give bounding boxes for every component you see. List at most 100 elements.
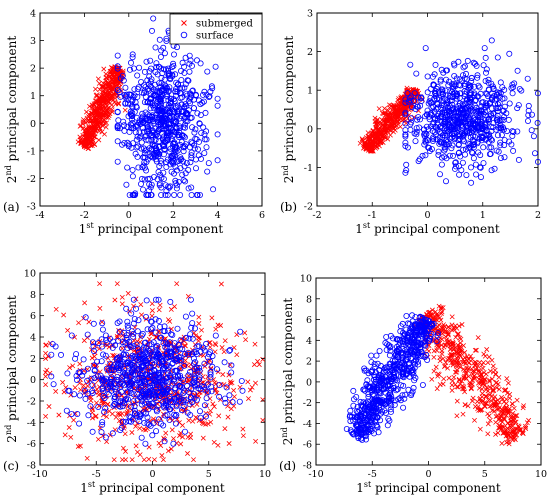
point-surface [494,132,501,139]
point-submerged [119,301,125,307]
point-submerged [440,356,446,362]
point-surface [189,310,196,317]
point-submerged [451,374,457,380]
point-submerged [102,91,108,97]
point-submerged [60,379,66,385]
point-submerged [78,140,84,146]
point-surface [373,352,380,359]
y-axis-label: 2nd principal component [4,36,19,184]
point-submerged [174,281,180,287]
point-submerged [95,76,101,82]
point-surface [530,133,537,140]
point-submerged [88,124,94,130]
point-submerged [207,411,213,417]
point-surface [174,325,181,332]
point-submerged [113,101,119,107]
point-surface [201,150,208,157]
point-surface [120,118,127,125]
point-submerged [489,357,495,363]
point-submerged [486,354,492,360]
point-submerged [116,100,121,106]
point-submerged [119,294,125,300]
point-submerged [440,381,446,387]
point-surface [419,381,426,388]
point-submerged [53,306,59,312]
point-submerged [76,320,82,326]
point-submerged [89,355,95,361]
point-surface [214,157,221,164]
y-tick-label: 4 [30,9,36,20]
point-submerged [449,314,455,320]
point-submerged [226,441,232,446]
point-submerged [114,281,120,287]
y-tick-label: 6 [30,311,36,322]
x-tick-label: -5 [92,469,101,480]
point-submerged [66,425,72,430]
point-surface [145,421,152,428]
data-points [75,15,221,198]
point-submerged [199,327,204,333]
point-submerged [158,443,164,449]
point-surface [63,407,70,414]
point-submerged [458,336,464,342]
point-surface [407,61,414,68]
point-surface [407,126,414,133]
point-surface [170,440,177,447]
point-surface [187,296,194,303]
point-submerged [104,120,109,126]
point-surface [497,154,504,161]
point-submerged [90,126,96,132]
point-submerged [429,376,435,382]
point-submerged [97,126,103,132]
point-submerged [93,86,98,92]
point-surface [470,59,477,66]
point-submerged [240,433,246,439]
point-submerged [194,401,200,407]
point-surface [199,91,206,98]
point-surface [482,54,489,61]
point-surface [122,84,129,91]
point-surface [203,144,210,151]
point-submerged [231,394,237,400]
point-surface [71,391,78,398]
point-submerged [185,293,191,299]
point-submerged [149,308,155,314]
point-surface [189,335,196,342]
point-submerged [113,66,119,72]
point-submerged [113,71,119,77]
point-submerged [84,118,90,124]
point-surface [514,67,521,74]
point-submerged [208,419,214,425]
point-submerged [103,71,109,77]
point-submerged [43,413,49,419]
point-surface [123,181,130,188]
point-surface [410,384,417,391]
point-submerged [109,84,115,90]
y-tick-label: -3 [27,202,36,213]
point-surface [524,75,531,82]
point-submerged [101,66,107,72]
point-surface [511,80,518,87]
point-submerged [159,453,165,458]
point-submerged [43,356,49,361]
point-submerged [460,411,466,417]
point-surface [127,66,134,73]
point-surface [129,173,136,180]
point-surface [456,171,463,178]
point-submerged [472,417,477,423]
point-surface [188,191,195,198]
point-surface [155,317,162,324]
point-surface [121,127,128,134]
point-surface [132,305,139,312]
point-submerged [83,131,89,137]
point-surface [90,320,97,327]
point-submerged [138,302,144,308]
series-surface [343,312,441,443]
point-submerged [225,414,231,420]
y-tick-label: -8 [27,461,36,472]
point-surface [114,52,121,59]
point-submerged [156,440,162,446]
point-submerged [95,103,101,109]
point-submerged [107,89,113,95]
